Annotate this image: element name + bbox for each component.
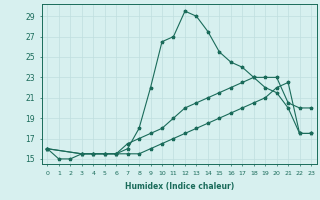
X-axis label: Humidex (Indice chaleur): Humidex (Indice chaleur)	[124, 182, 234, 191]
